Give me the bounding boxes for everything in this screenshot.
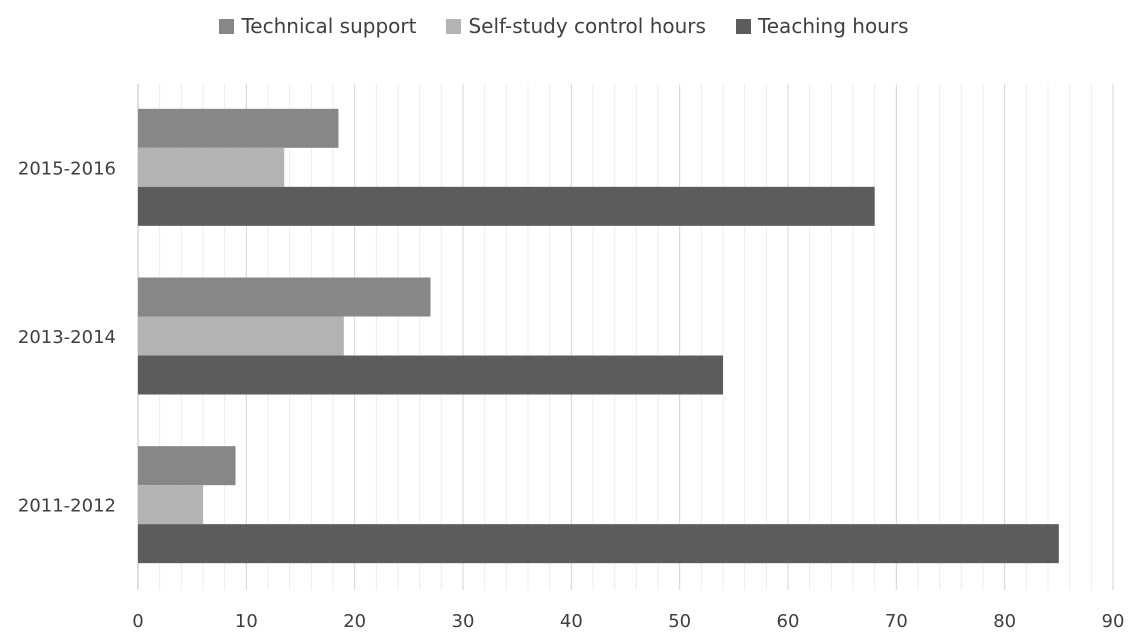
x-tick-label: 30	[452, 611, 475, 632]
x-tick-label: 10	[235, 611, 258, 632]
bar-teaching-hours-2015-2016	[138, 186, 875, 226]
category-label: 2013-2014	[18, 327, 116, 348]
x-tick-label: 90	[1102, 611, 1125, 632]
bar-technical-support-2011-2012	[138, 446, 236, 486]
bar-technical-support-2013-2014	[138, 277, 431, 317]
x-tick-label: 0	[132, 611, 143, 632]
legend-item-teaching-hours: Teaching hours	[735, 14, 909, 38]
x-tick-label: 20	[343, 611, 366, 632]
bar-technical-support-2015-2016	[138, 108, 339, 148]
legend-item-technical-support: Technical support	[219, 14, 416, 38]
x-tick-label: 80	[993, 611, 1016, 632]
legend-item-self-study-control-hours: Self-study control hours	[446, 14, 706, 38]
category-label: 2015-2016	[18, 158, 116, 179]
x-tick-label: 40	[560, 611, 583, 632]
legend-label-teaching-hours: Teaching hours	[757, 14, 909, 38]
bar-self-study-control-hours-2011-2012	[138, 485, 203, 525]
legend-swatch-technical-support	[219, 18, 235, 34]
bar-self-study-control-hours-2015-2016	[138, 147, 285, 187]
legend-swatch-self-study-control-hours	[446, 18, 462, 34]
bar-teaching-hours-2011-2012	[138, 524, 1059, 564]
x-tick-label: 70	[885, 611, 908, 632]
legend-label-technical-support: Technical support	[241, 14, 417, 38]
legend-label-self-study-control-hours: Self-study control hours	[468, 14, 706, 38]
legend-swatch-teaching-hours	[735, 18, 751, 34]
bar-teaching-hours-2013-2014	[138, 355, 723, 395]
category-label: 2011-2012	[18, 496, 116, 517]
legend: Technical support Self-study control hou…	[0, 14, 1128, 38]
x-tick-label: 60	[777, 611, 800, 632]
bar-self-study-control-hours-2013-2014	[138, 316, 344, 356]
x-tick-label: 50	[668, 611, 691, 632]
